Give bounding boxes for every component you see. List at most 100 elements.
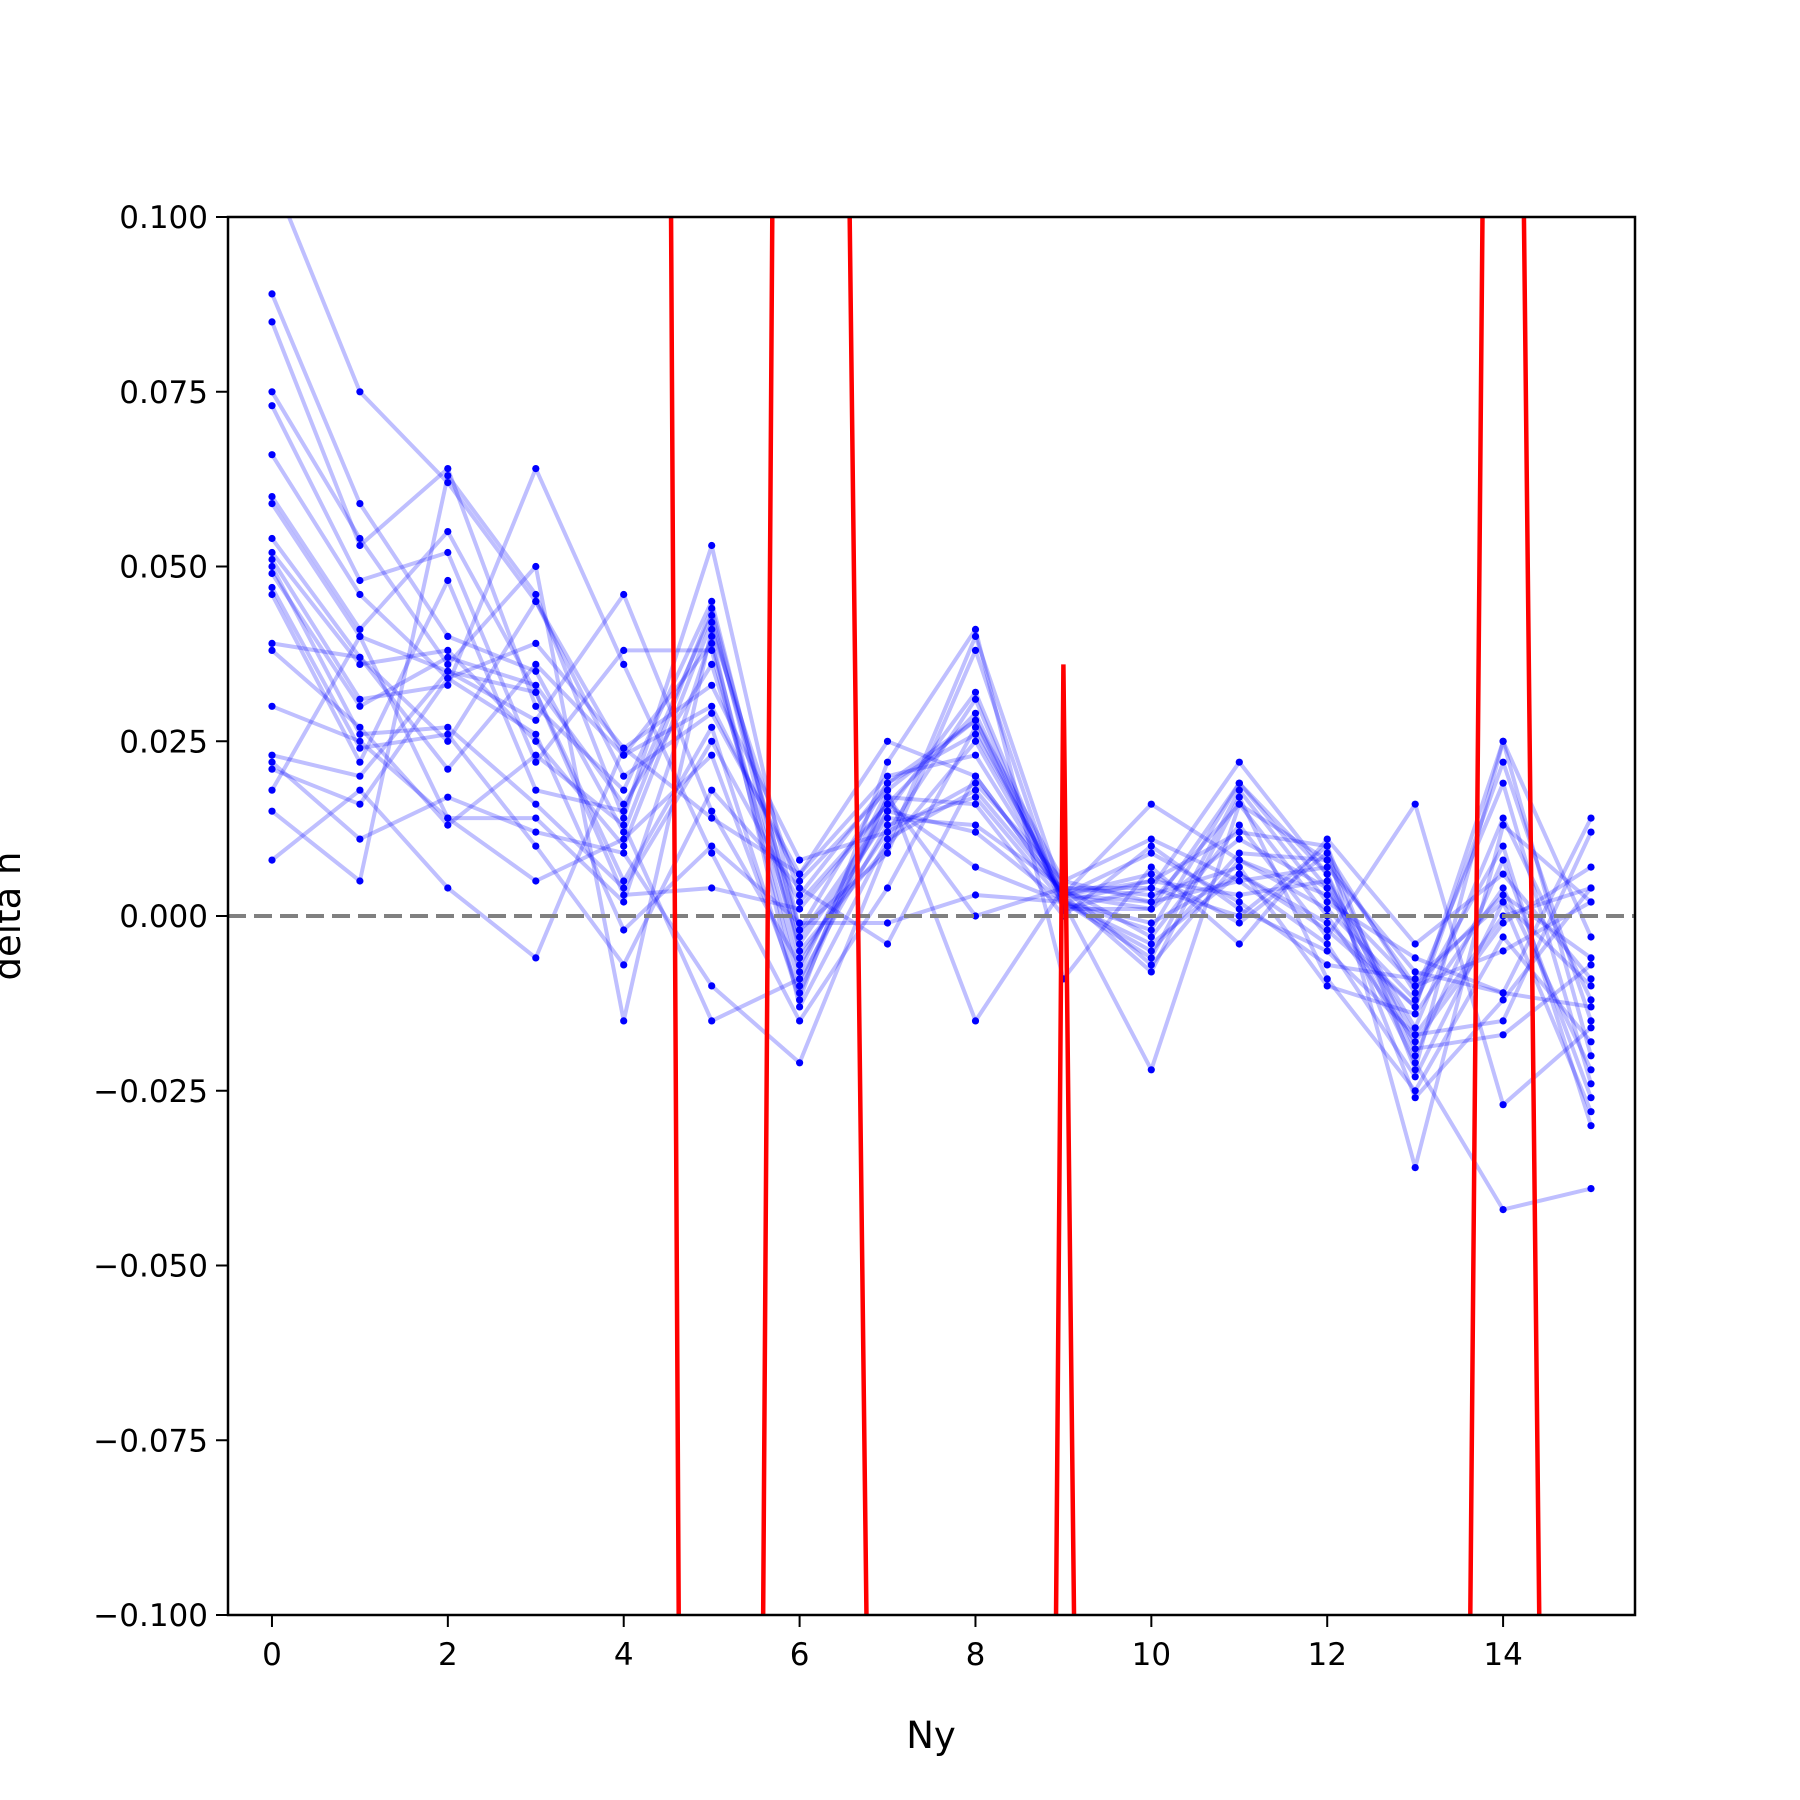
trial-point [532, 681, 540, 689]
trial-series-line-11 [270, 565, 1593, 1030]
trial-point [1323, 877, 1331, 885]
trial-point [620, 751, 628, 759]
trial-point [444, 737, 452, 745]
trial-point [1147, 835, 1155, 843]
trial-point [444, 814, 452, 822]
trial-point [268, 534, 276, 543]
trial-point [971, 730, 980, 738]
trial-series-line-4 [270, 404, 1592, 1037]
trial-point [532, 597, 540, 606]
trial-point [356, 695, 364, 703]
trial-point [1235, 919, 1243, 927]
trial-point [532, 465, 540, 473]
x-tick-label: 12 [1307, 1637, 1346, 1673]
trial-point [971, 625, 980, 634]
trial-point [796, 968, 804, 976]
trial-point [1323, 905, 1331, 913]
trial-point [708, 639, 716, 648]
trial-point [1323, 975, 1331, 983]
trial-point [356, 534, 364, 543]
trial-point [883, 842, 892, 850]
trial-point [971, 891, 980, 899]
trial-point [268, 583, 276, 592]
trial-point [1499, 737, 1507, 745]
trial-point [708, 849, 716, 857]
trial-point [1147, 877, 1155, 885]
trial-point [1411, 1164, 1419, 1172]
trial-point [1411, 1003, 1419, 1011]
trial-point [1323, 919, 1331, 927]
trial-point [268, 500, 276, 508]
trial-point [796, 926, 804, 934]
trial-point [1147, 842, 1155, 850]
trial-point [356, 653, 364, 662]
trial-point [532, 758, 540, 766]
trial-series-line-2 [270, 321, 1593, 1072]
trial-point [1587, 1094, 1595, 1102]
trial-point [1323, 870, 1331, 878]
trial-point [796, 898, 804, 906]
trial-point [356, 800, 364, 808]
trial-series-line-19 [270, 739, 1593, 1113]
y-tick-label: 0.050 [119, 550, 208, 586]
trial-point [883, 779, 892, 787]
trial-point [883, 807, 892, 815]
trial-point [444, 646, 452, 655]
trial-point [971, 863, 980, 871]
trial-point [1147, 968, 1155, 976]
trial-point [796, 1017, 804, 1025]
trial-point [1235, 898, 1243, 906]
trial-point [708, 814, 716, 822]
y-tick-label: −0.050 [93, 1249, 208, 1285]
trial-point [268, 451, 276, 459]
y-tick-label: 0.025 [119, 724, 208, 760]
trial-point [1235, 940, 1243, 948]
trial-point [883, 737, 892, 745]
trial-point [532, 702, 540, 710]
trial-point [1499, 884, 1507, 892]
trial-series-line-14 [270, 578, 1592, 1212]
x-tick-label: 8 [966, 1637, 986, 1673]
trial-point [883, 835, 892, 843]
trial-point [1587, 1052, 1595, 1060]
trial-point [268, 786, 276, 794]
trial-point [1587, 975, 1595, 983]
trial-point [356, 541, 364, 550]
trial-point [620, 835, 628, 843]
trial-point [1147, 954, 1155, 962]
trial-point [1411, 1073, 1419, 1081]
trial-point [1587, 828, 1595, 836]
trial-point [444, 723, 452, 731]
trial-point [1235, 800, 1243, 808]
trial-point [356, 737, 364, 745]
trial-point [708, 807, 716, 815]
trial-point [1323, 961, 1331, 969]
trial-point [971, 779, 980, 787]
trial-point [708, 660, 716, 669]
trial-point [796, 1003, 804, 1011]
trial-point [1499, 996, 1507, 1004]
trial-point [1587, 933, 1595, 941]
trial-point [620, 884, 628, 892]
trial-point [444, 576, 452, 585]
trial-point [620, 828, 628, 836]
trial-series-line-13 [270, 586, 1593, 1085]
trial-point [708, 681, 716, 689]
trial-point [532, 590, 540, 599]
trial-point [1235, 856, 1243, 864]
trial-point [620, 877, 628, 885]
trial-point [971, 828, 980, 836]
trial-point [1411, 1066, 1419, 1074]
trial-point [1235, 758, 1243, 766]
trial-point [1499, 856, 1507, 864]
trial-point [708, 884, 716, 892]
trial-point [356, 702, 364, 710]
trial-point [532, 842, 540, 850]
trial-point [1411, 975, 1419, 983]
trial-point [1235, 912, 1243, 920]
trial-point [532, 688, 540, 696]
trial-point [620, 898, 628, 906]
trial-point [1147, 919, 1155, 927]
trial-point [444, 667, 452, 675]
trial-point [1235, 828, 1243, 836]
